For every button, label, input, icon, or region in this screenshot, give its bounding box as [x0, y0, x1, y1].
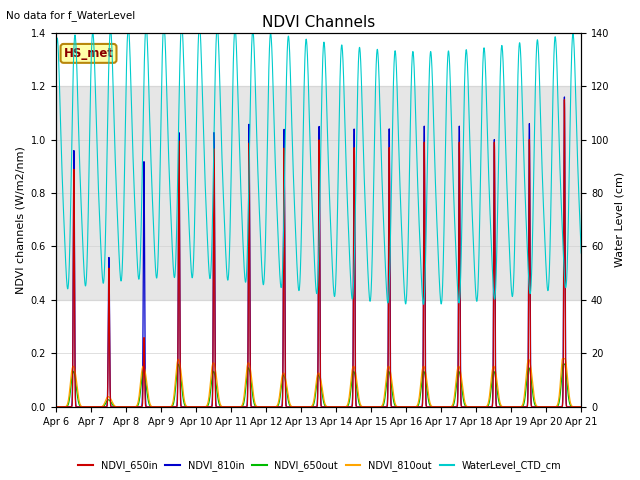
Text: HS_met: HS_met — [63, 47, 113, 60]
Text: No data for f_WaterLevel: No data for f_WaterLevel — [6, 10, 136, 21]
Y-axis label: Water Level (cm): Water Level (cm) — [615, 172, 625, 267]
Y-axis label: NDVI channels (W/m2/nm): NDVI channels (W/m2/nm) — [15, 146, 25, 294]
Legend: NDVI_650in, NDVI_810in, NDVI_650out, NDVI_810out, WaterLevel_CTD_cm: NDVI_650in, NDVI_810in, NDVI_650out, NDV… — [74, 456, 566, 475]
Title: NDVI Channels: NDVI Channels — [262, 15, 375, 30]
Bar — [56, 86, 581, 300]
